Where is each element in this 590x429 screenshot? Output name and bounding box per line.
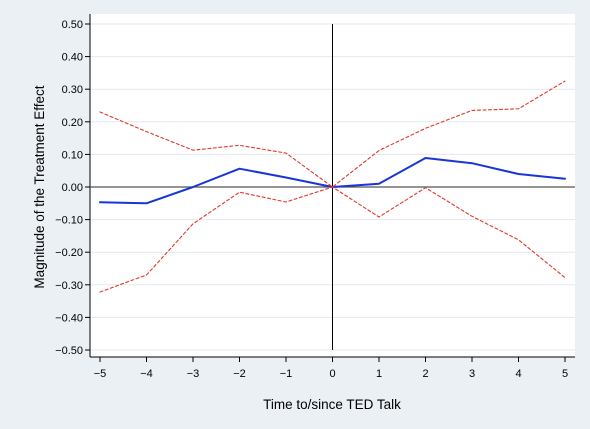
- y-tick-label: −0.40: [55, 312, 83, 324]
- y-axis-title: Magnitude of the Treatment Effect: [32, 85, 47, 288]
- upper_ci-line: [99, 80, 566, 188]
- x-tick-label: 1: [376, 368, 382, 380]
- x-tick-label: −1: [280, 368, 293, 380]
- y-tick-label: −0.50: [55, 345, 83, 357]
- x-tick-label: 4: [515, 368, 521, 380]
- y-tick-label: 0.10: [62, 149, 83, 161]
- x-tick-label: 3: [469, 368, 475, 380]
- x-tick-label: −2: [233, 368, 246, 380]
- y-tick-label: 0.20: [62, 117, 83, 129]
- y-tick-label: 0.50: [62, 19, 83, 31]
- x-tick-label: −3: [187, 368, 200, 380]
- x-tick-label: −5: [94, 368, 107, 380]
- y-tick-label: −0.20: [55, 247, 83, 259]
- y-tick-label: −0.10: [55, 215, 83, 227]
- axes: −0.50 −0.40 −0.30 −0.20 −0.10 0.00 0.10 0.20 0.3…: [55, 14, 575, 380]
- x-tick-label: −4: [140, 368, 153, 380]
- x-tick-label: 2: [422, 368, 428, 380]
- lower_ci-line: [99, 186, 566, 293]
- y-tick-label: 0.40: [62, 52, 83, 64]
- y-tick-label: 0.30: [62, 84, 83, 96]
- x-tick-label: 5: [562, 368, 568, 380]
- x-tick-label: 0: [329, 368, 335, 380]
- x-axis-title: Time to/since TED Talk: [263, 397, 401, 412]
- y-tick-label: 0.00: [62, 182, 83, 194]
- series-group: [99, 80, 566, 293]
- y-tick-label: −0.30: [55, 280, 83, 292]
